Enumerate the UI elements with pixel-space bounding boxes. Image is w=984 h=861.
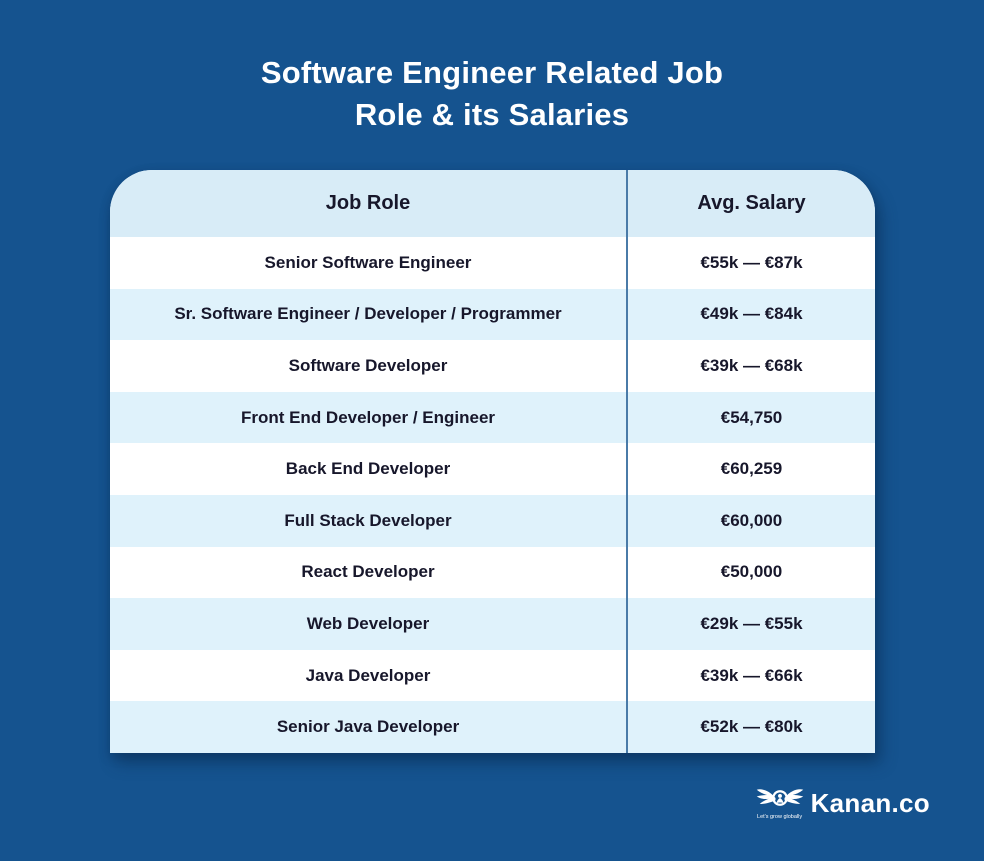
table-row: Full Stack Developer €60,000 — [110, 494, 875, 547]
job-role-cell: Front End Developer / Engineer — [110, 391, 628, 444]
winged-emblem-icon: Let's grow globally — [756, 786, 804, 820]
salary-cell: €39k — €66k — [700, 665, 803, 685]
brand-tagline: Let's grow globally — [757, 814, 803, 820]
salary-cell: €50,000 — [720, 562, 783, 582]
table-row: Software Developer €39k — €68k — [110, 340, 875, 392]
table-header: Job Role Avg. Salary — [110, 170, 875, 237]
table-row: Senior Software Engineer €55k — €87k — [110, 237, 875, 289]
job-role-header: Job Role — [110, 170, 628, 237]
salary-cell: €60,000 — [720, 510, 783, 530]
salary-cell: €60,259 — [720, 459, 783, 479]
title-line-1: Software Engineer Related Job — [260, 55, 724, 90]
job-role-cell: React Developer — [110, 546, 628, 599]
brand-name: Kanan.co — [810, 787, 930, 818]
salary-cell: €39k — €68k — [700, 355, 803, 375]
table-row: Front End Developer / Engineer €54,750 — [110, 391, 875, 444]
salary-cell: €55k — €87k — [700, 252, 803, 272]
salary-cell: €52k — €80k — [700, 717, 803, 737]
table-row: Java Developer €39k — €66k — [110, 649, 875, 702]
title-line-2: Role & its Salaries — [354, 97, 630, 132]
job-role-cell: Sr. Software Engineer / Developer / Prog… — [110, 288, 628, 341]
salary-table: Job Role Avg. Salary Senior Software Eng… — [110, 170, 875, 753]
salary-cell: €29k — €55k — [700, 613, 803, 633]
job-role-cell: Back End Developer — [110, 443, 628, 495]
page-title: Software Engineer Related Job Role & its… — [0, 52, 984, 136]
job-role-cell: Web Developer — [110, 598, 628, 650]
table-row: React Developer €50,000 — [110, 546, 875, 599]
salary-cell: €54,750 — [720, 407, 783, 427]
table-row: Senior Java Developer €52k — €80k — [110, 701, 875, 753]
job-role-cell: Senior Software Engineer — [110, 237, 628, 289]
job-role-cell: Java Developer — [110, 649, 628, 702]
brand-logo: Let's grow globally Kanan.co — [756, 786, 930, 820]
job-role-cell: Software Developer — [110, 340, 628, 392]
salary-cell: €49k — €84k — [700, 304, 803, 324]
job-role-cell: Senior Java Developer — [110, 701, 628, 753]
salary-header: Avg. Salary — [697, 192, 806, 214]
table-row: Web Developer €29k — €55k — [110, 598, 875, 650]
table-row: Sr. Software Engineer / Developer / Prog… — [110, 288, 875, 341]
table-row: Back End Developer €60,259 — [110, 443, 875, 495]
job-role-cell: Full Stack Developer — [110, 494, 628, 547]
